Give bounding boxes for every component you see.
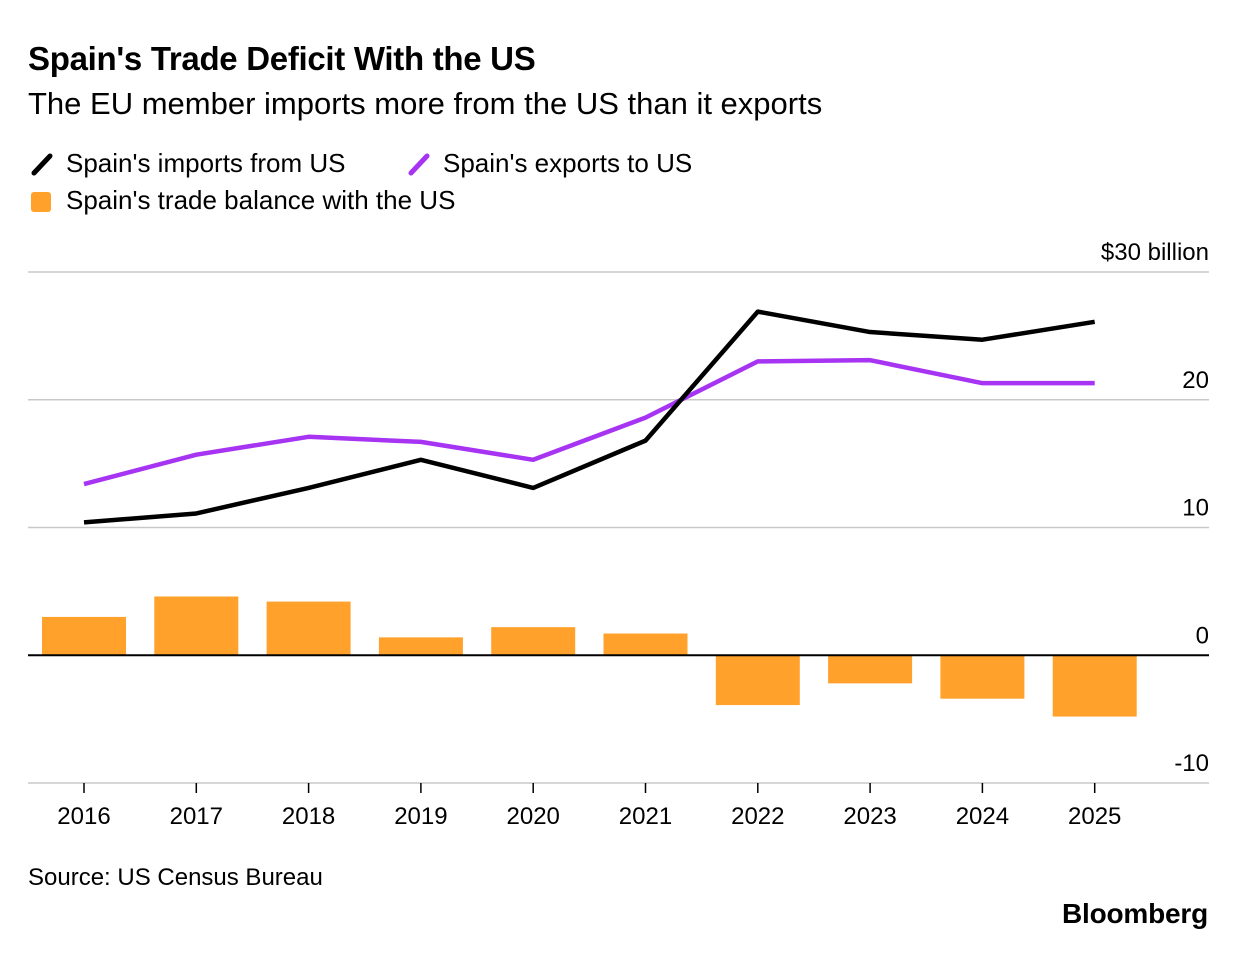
y-tick-label: 20 <box>1182 367 1209 394</box>
legend-imports: Spain's imports from US <box>30 148 346 179</box>
legend-exports-label: Spain's exports to US <box>443 148 693 178</box>
x-tick-label: 2019 <box>394 803 447 830</box>
legend-imports-swatch <box>31 153 53 175</box>
legend-imports-label: Spain's imports from US <box>66 148 346 178</box>
legend-exports: Spain's exports to US <box>407 148 692 179</box>
y-tick-label: 0 <box>1196 622 1209 649</box>
source-note: Source: US Census Bureau <box>28 864 323 891</box>
chart-title: Spain's Trade Deficit With the US <box>28 40 536 77</box>
legend-balance-swatch <box>31 191 51 212</box>
imports-line <box>83 309 1096 525</box>
balance-bar <box>828 655 913 684</box>
balance-bar <box>715 655 800 706</box>
x-tick-label: 2024 <box>956 803 1009 830</box>
balance-bar <box>378 637 463 656</box>
legend-balance-label: Spain's trade balance with the US <box>66 185 456 215</box>
x-tick-label: 2017 <box>170 803 223 830</box>
x-tick-label: 2023 <box>843 803 896 830</box>
balance-bar <box>154 596 239 656</box>
x-tick-label: 2020 <box>507 803 560 830</box>
balance-bar <box>491 627 576 656</box>
x-tick-label: 2022 <box>731 803 784 830</box>
balance-bar <box>1052 655 1137 717</box>
x-tick-label: 2025 <box>1068 803 1121 830</box>
balance-bar <box>42 616 126 656</box>
balance-bar <box>603 633 688 656</box>
x-tick-label: 2016 <box>57 803 110 830</box>
y-tick-label: 10 <box>1182 495 1209 522</box>
chart-subtitle: The EU member imports more from the US t… <box>28 86 823 121</box>
x-tick-label: 2018 <box>282 803 335 830</box>
legend-balance: Spain's trade balance with the US <box>30 185 455 216</box>
y-tick-label: $30 billion <box>1101 239 1209 266</box>
exports-line <box>83 357 1095 487</box>
bloomberg-logo: Bloomberg <box>1062 898 1208 929</box>
y-tick-label: -10 <box>1174 750 1209 777</box>
balance-bar <box>940 655 1025 699</box>
x-tick-label: 2021 <box>619 803 672 830</box>
balance-bar <box>266 601 351 656</box>
legend-exports-swatch <box>408 153 430 175</box>
